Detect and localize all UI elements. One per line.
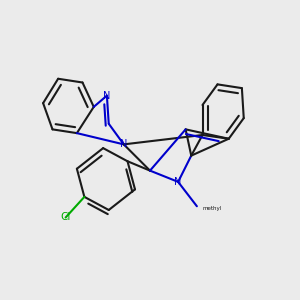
Text: N: N: [103, 91, 111, 100]
Text: N: N: [174, 177, 182, 187]
Text: Cl: Cl: [60, 212, 71, 223]
Text: methyl: methyl: [202, 206, 222, 211]
Text: N: N: [120, 140, 127, 149]
